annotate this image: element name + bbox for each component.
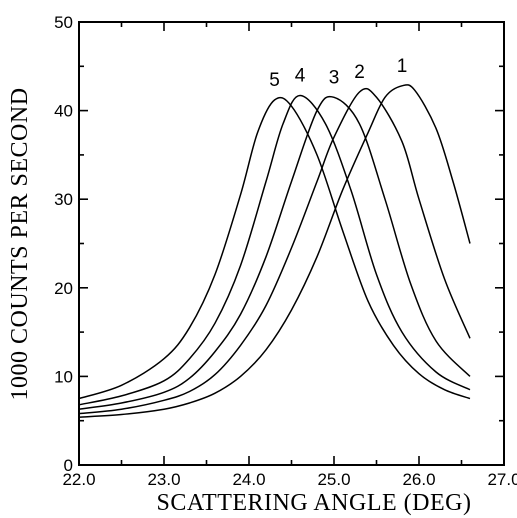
series-line-3: [78, 95, 471, 410]
series-label-4: 4: [295, 66, 306, 87]
series-line-2: [78, 87, 471, 415]
x-tick-label: 24.0: [232, 470, 265, 489]
series-line-4: [78, 94, 471, 406]
series-label-3: 3: [329, 67, 340, 88]
plot-frame: [78, 21, 505, 466]
x-tick-label: 22.0: [62, 470, 95, 489]
x-axis-label: SCATTERING ANGLE (DEG): [157, 490, 472, 516]
y-axis-label: 1000 COUNTS PER SECOND: [7, 87, 33, 400]
series-label-1: 1: [397, 56, 408, 77]
x-tick-label: 23.0: [147, 470, 180, 489]
series-line-1: [78, 84, 471, 418]
series-line-5: [78, 96, 471, 400]
x-tick-label: 25.0: [317, 470, 350, 489]
y-tick-label: 10: [54, 367, 73, 386]
series-layer: [78, 84, 471, 418]
y-tick-label: 30: [54, 190, 73, 209]
series-labels-layer: 1 23 45: [269, 56, 407, 91]
series-label-2: 2: [354, 62, 365, 83]
x-tick-label: 26.0: [402, 470, 435, 489]
y-tick-label: 50: [54, 13, 73, 32]
y-tick-label: 0: [64, 456, 73, 475]
ticks-layer: 22.0 23.0 24.0 25.0 26.0 27.0 0 10 20 30 40 50: [54, 13, 517, 489]
y-tick-label: 20: [54, 279, 73, 298]
x-tick-label: 27.0: [487, 470, 517, 489]
y-tick-label: 40: [54, 102, 73, 121]
series-label-5: 5: [269, 70, 280, 91]
